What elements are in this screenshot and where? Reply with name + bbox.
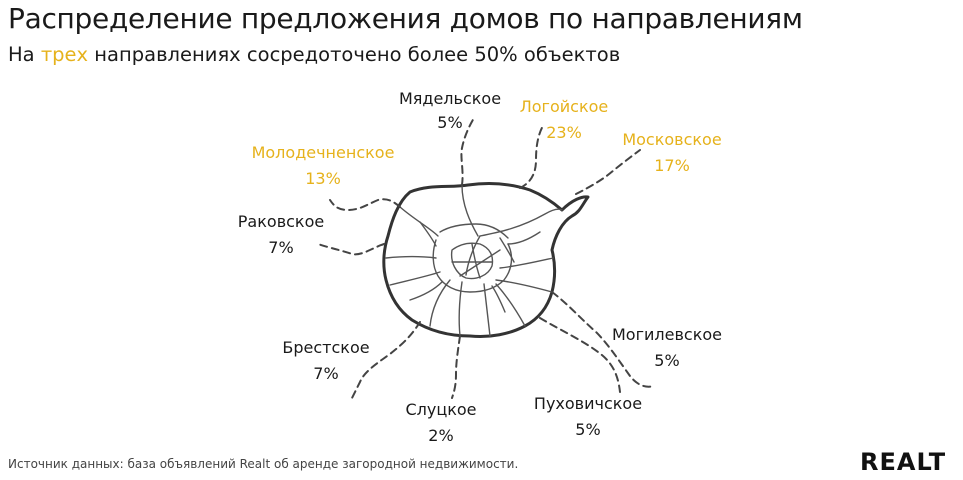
- direction-4-value: 7%: [268, 238, 293, 257]
- direction-line-molodechno: [329, 198, 401, 212]
- direction-7-name: Пуховичское: [534, 394, 642, 413]
- direction-line-myadel: [460, 117, 475, 186]
- direction-8-name: Могилевское: [612, 325, 722, 344]
- direction-1-name: Логойское: [520, 97, 609, 116]
- direction-7-value: 5%: [575, 420, 600, 439]
- direction-line-moscow: [575, 149, 641, 195]
- realt-logo: REALT: [860, 448, 947, 476]
- page-subtitle: На трех направлениях сосредоточено более…: [8, 43, 620, 66]
- inner-roads: [385, 184, 563, 337]
- city-map: [382, 182, 590, 338]
- subtitle-suffix: направлениях сосредоточено более 50% объ…: [88, 43, 621, 66]
- direction-5-value: 7%: [313, 364, 338, 383]
- direction-5-name: Брестское: [282, 338, 369, 357]
- ring-road-outline: [382, 182, 590, 338]
- direction-2-name: Московское: [622, 130, 721, 149]
- direction-labels: Мядельское 5% Логойское 23% Московское 17% Мол…: [238, 89, 722, 445]
- direction-2-value: 17%: [654, 156, 690, 175]
- direction-6-value: 2%: [428, 426, 453, 445]
- direction-6-name: Слуцкое: [405, 400, 476, 419]
- source-note: Источник данных: база объявлений Realt о…: [8, 457, 519, 471]
- direction-line-logoisk: [519, 123, 545, 189]
- subtitle-prefix: На: [8, 43, 41, 66]
- direction-lines: [317, 117, 655, 399]
- direction-line-slutsk: [451, 335, 461, 399]
- direction-3-value: 13%: [305, 169, 341, 188]
- direction-4-name: Раковское: [238, 212, 324, 231]
- direction-0-value: 5%: [437, 113, 462, 132]
- direction-3-name: Молодечненское: [252, 143, 395, 162]
- direction-0-name: Мядельское: [399, 89, 501, 108]
- subtitle-highlight: трех: [40, 43, 89, 66]
- direction-line-brest: [351, 321, 421, 399]
- direction-line-pukhovichi: [539, 317, 621, 393]
- page-title: Распределение предложения домов по напра…: [8, 2, 803, 35]
- direction-8-value: 5%: [654, 351, 679, 370]
- direction-line-rakov: [317, 243, 385, 256]
- direction-1-value: 23%: [546, 123, 582, 142]
- direction-line-mogilev: [551, 291, 655, 388]
